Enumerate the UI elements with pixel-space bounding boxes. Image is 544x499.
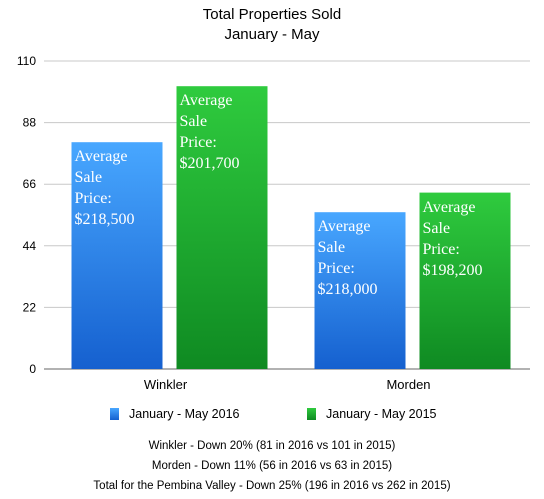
x-axis: Winkler Morden xyxy=(144,377,431,392)
bar-data-label: Average Sale Price: $218,500 xyxy=(74,148,135,229)
chart-subtitle: January - May xyxy=(224,26,320,43)
footnote-pembina-valley: Total for the Pembina Valley - Down 25% … xyxy=(93,480,451,492)
bar-morden-1 xyxy=(419,192,511,369)
x-tick-label: Winkler xyxy=(144,377,188,392)
bar-winkler-1 xyxy=(176,86,268,369)
y-tick-label: 0 xyxy=(29,362,36,376)
bar-winkler-0 xyxy=(71,142,163,369)
bar-data-label: Average Sale Price: $198,200 xyxy=(422,198,483,279)
footnote-morden: Morden - Down 11% (56 in 2016 vs 63 in 2… xyxy=(151,460,393,472)
bar-data-label: Average Sale Price: $201,700 xyxy=(179,92,240,173)
y-tick-label: 110 xyxy=(17,54,36,68)
y-axis: 0 22 44 66 88 110 xyxy=(17,54,36,376)
bars xyxy=(71,86,511,369)
y-tick-label: 66 xyxy=(23,177,37,191)
legend-item-2015: January - May 2015 xyxy=(307,406,436,422)
chart-title: Total Properties Sold xyxy=(202,6,342,23)
legend-swatch-2016 xyxy=(110,408,119,420)
footnote-winkler: Winkler - Down 20% (81 in 2016 vs 101 in… xyxy=(148,440,396,452)
legend-label-2016: January - May 2016 xyxy=(129,407,240,421)
x-tick-label: Morden xyxy=(386,377,430,392)
legend-item-2016: January - May 2016 xyxy=(110,406,239,422)
bar-morden-0 xyxy=(314,212,406,369)
y-tick-label: 22 xyxy=(23,300,37,314)
bar-chart: 0 22 44 66 88 110 Winkler Morden xyxy=(17,54,530,392)
y-tick-label: 44 xyxy=(23,239,37,253)
legend-swatch-2015 xyxy=(307,408,316,420)
y-tick-label: 88 xyxy=(23,116,37,130)
bar-data-label: Average Sale Price: $218,000 xyxy=(317,218,378,299)
legend-label-2015: January - May 2015 xyxy=(326,407,437,421)
